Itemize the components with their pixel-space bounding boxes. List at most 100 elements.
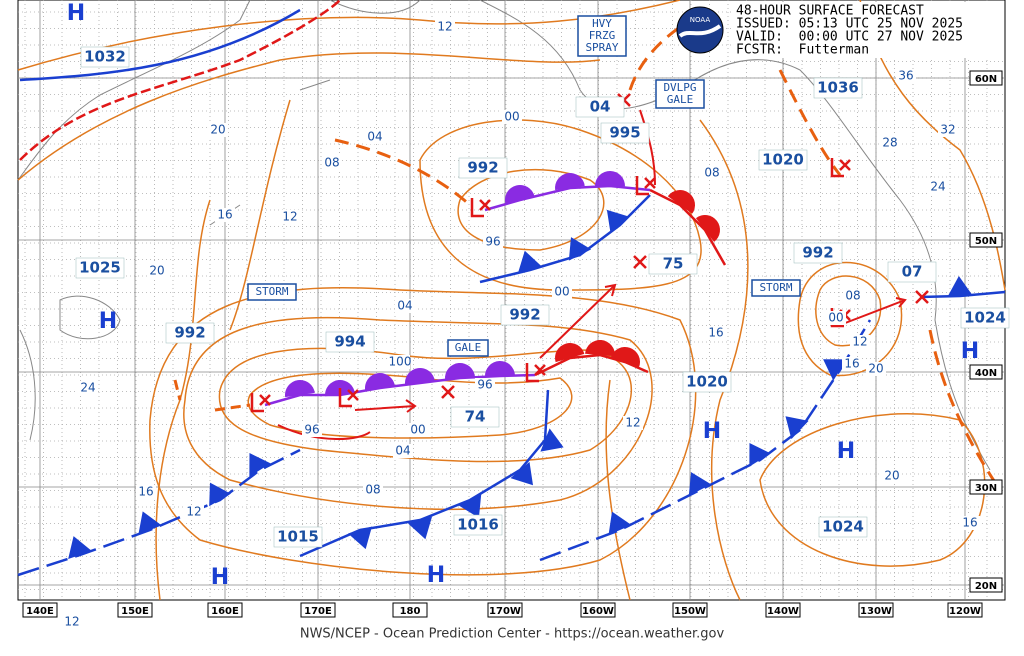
header-valid: VALID: 00:00 UTC 27 NOV 2025 — [736, 30, 963, 45]
isobar-label-bg — [322, 156, 342, 170]
low-symbol — [338, 388, 359, 408]
isobar-label-bg — [395, 299, 415, 313]
high-symbol: H — [99, 309, 117, 334]
pressure-label: 04 — [590, 98, 611, 116]
isobar-label-bg — [475, 378, 495, 392]
pressure-box — [165, 322, 215, 344]
high-symbol: H — [211, 565, 229, 590]
isobar-label-bg — [408, 423, 428, 437]
lon-label-box — [22, 602, 58, 618]
lon-label: 170W — [489, 606, 521, 617]
lon-label: 150E — [121, 606, 149, 617]
isobar-label: 20 — [210, 123, 225, 137]
pressure-label: 74 — [465, 408, 486, 426]
lon-label: 160W — [582, 606, 614, 617]
isobar-label-bg — [866, 362, 886, 376]
pressure-box — [887, 261, 937, 283]
header-forecaster: FCSTR: Futterman — [736, 43, 869, 58]
isobar-label-bg — [880, 136, 900, 150]
lon-label: 150W — [674, 606, 706, 617]
lon-label: 170E — [304, 606, 332, 617]
pressure-box — [575, 96, 625, 118]
header-title: 48-HOUR SURFACE FORECAST — [736, 4, 924, 19]
lon-label-box — [392, 602, 428, 618]
isobar-label: 04 — [395, 444, 410, 458]
warning-text: STORM — [255, 285, 288, 298]
pressure-label: 1015 — [277, 528, 319, 546]
pressure-box — [682, 371, 732, 393]
low-symbol — [525, 363, 546, 383]
low-track — [441, 385, 455, 399]
isobar-label: 04 — [397, 299, 412, 313]
pressure-label: 1024 — [822, 518, 864, 536]
warning-box — [447, 339, 489, 357]
isobar-label-bg — [302, 423, 322, 437]
isobar-label: 12 — [852, 335, 867, 349]
lat-label-box — [969, 232, 1003, 248]
isobar-label-bg — [623, 416, 643, 430]
pressure-box — [450, 406, 500, 428]
isobar-label: 00 — [828, 311, 843, 325]
lat-label: 20N — [975, 581, 997, 592]
warning-box — [577, 15, 627, 57]
low-symbol — [470, 198, 491, 218]
isobar-label-bg — [365, 130, 385, 144]
warning-box — [247, 283, 297, 301]
isobar-label-bg — [363, 483, 383, 497]
warning-text: HVY — [592, 17, 612, 30]
pressure-label: 992 — [509, 306, 540, 324]
high-symbol: H — [703, 419, 721, 444]
pressure-label: 1020 — [686, 373, 728, 391]
lon-label-box — [580, 602, 616, 618]
lon-label-box — [117, 602, 153, 618]
pressure-box — [793, 242, 843, 264]
lat-label: 30N — [975, 483, 997, 494]
pressure-box — [960, 307, 1010, 329]
pressure-box — [80, 46, 130, 68]
isobar-label-bg — [843, 289, 863, 303]
isobar-label: 08 — [365, 483, 380, 497]
low-track — [915, 290, 929, 304]
warning-text: GALE — [455, 341, 482, 354]
pressure-box — [75, 257, 125, 279]
isobar-label-bg — [215, 208, 235, 222]
isobar-label-bg — [147, 264, 167, 278]
isobar-label: 96 — [485, 235, 500, 249]
footer: NWS/NCEP - Ocean Prediction Center - htt… — [300, 627, 725, 642]
fronts — [17, 0, 1006, 577]
high-symbol: H — [427, 563, 445, 588]
low-symbol — [830, 158, 851, 178]
isobar-label: 20 — [149, 264, 164, 278]
lon-label: 130W — [860, 606, 892, 617]
pressure-label: 1032 — [84, 48, 126, 66]
isobar-label-bg — [842, 357, 862, 371]
isobar-label-bg — [882, 469, 902, 483]
isobar-label-bg — [483, 235, 503, 249]
pressure-box — [458, 157, 508, 179]
lat-label-box — [969, 479, 1003, 495]
pressure-label: 1024 — [964, 309, 1006, 327]
lon-label: 160E — [211, 606, 239, 617]
pressure-label: 995 — [609, 124, 640, 142]
warning-text: FRZG — [589, 29, 616, 42]
low-track — [633, 255, 647, 269]
isobar-label: 20 — [868, 362, 883, 376]
isobar-label: 00 — [504, 110, 519, 124]
isobar-label-bg — [552, 285, 572, 299]
logo-text: NOAA — [690, 16, 711, 24]
pressure-box — [325, 331, 375, 353]
lat-label-box — [969, 577, 1003, 593]
isobar-label: 100 — [389, 355, 412, 369]
high-symbol: H — [961, 339, 979, 364]
isobar-label: 12 — [625, 416, 640, 430]
isobar-label-bg — [280, 210, 300, 224]
low-centers — [250, 93, 929, 413]
motion-arrows — [277, 109, 907, 440]
lon-label-box — [300, 602, 336, 618]
isobar-label: 00 — [554, 285, 569, 299]
isobar-label: 96 — [477, 378, 492, 392]
header-issued: ISSUED: 05:13 UTC 25 NOV 2025 — [736, 17, 963, 32]
isobar-label: 04 — [367, 130, 382, 144]
noaa-logo — [676, 6, 724, 54]
lat-label-box — [969, 364, 1003, 380]
